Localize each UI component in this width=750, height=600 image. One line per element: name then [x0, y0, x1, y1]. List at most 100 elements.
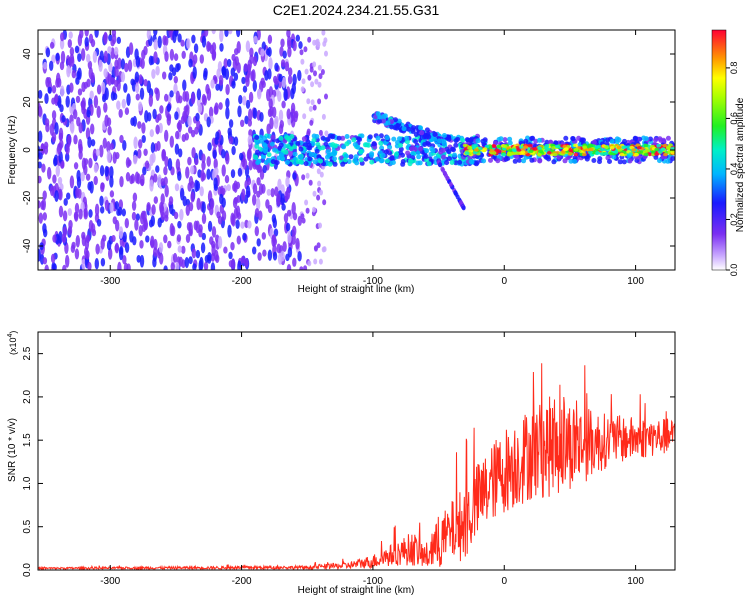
spectrogram-cell — [80, 171, 85, 182]
spectrogram-cell — [252, 80, 257, 92]
spectrogram-cell — [120, 58, 126, 70]
spectrogram-cell — [325, 137, 331, 143]
spectrogram-cell — [417, 146, 423, 152]
spectrogram-cell — [176, 122, 182, 130]
spectrogram-cell — [258, 165, 263, 173]
spectrogram-cell — [153, 39, 158, 51]
spectrogram-cell — [224, 30, 229, 38]
spectrogram-cell — [607, 159, 612, 164]
spectrogram-cell — [253, 154, 259, 160]
x-tick-label: -200 — [232, 276, 252, 287]
spectrogram-cell — [134, 219, 139, 231]
spectrogram-cell — [77, 33, 83, 47]
spectrogram-cell — [106, 141, 111, 153]
spectrogram-cell — [162, 71, 167, 80]
spectrogram-cell — [291, 201, 296, 215]
spectrogram-cell — [291, 82, 296, 95]
spectrogram-cell — [516, 157, 522, 163]
spectrogram-cell — [410, 129, 416, 134]
spectrogram-cell — [88, 219, 94, 232]
spectrogram-cell — [185, 234, 191, 243]
spectrogram-cell — [51, 110, 57, 120]
spectrogram-cell — [605, 137, 610, 143]
spectrogram-cell — [438, 149, 444, 155]
spectrogram-cell — [157, 113, 162, 121]
spectrogram-cell — [156, 140, 161, 152]
spectrogram-cell — [315, 44, 320, 51]
spectrogram-cell — [295, 34, 300, 42]
spectrogram-cell — [252, 55, 258, 67]
spectrogram-cell — [272, 217, 277, 229]
spectrogram-cell — [188, 228, 193, 237]
spectrogram-cell — [201, 93, 207, 105]
spectrogram-cell — [442, 171, 447, 176]
spectrogram-cell — [621, 159, 627, 165]
spectrogram-cell — [68, 219, 73, 230]
spectrogram-cell — [201, 213, 207, 225]
spectrogram-cell — [50, 253, 56, 264]
spectrogram-cell — [272, 106, 277, 118]
spectrogram-cell — [307, 36, 312, 43]
spectrogram-cell — [138, 74, 143, 85]
spectrogram-cell — [47, 86, 52, 94]
spectrogram-cell — [67, 38, 73, 49]
spectrogram-cell — [248, 159, 253, 171]
spectrogram-cell — [452, 152, 457, 158]
spectrogram-cell — [397, 136, 402, 142]
spectrogram-cell — [384, 135, 390, 141]
spectrogram-cell — [42, 190, 47, 200]
spectrogram-cell — [281, 77, 287, 89]
spectrogram-cell — [584, 156, 590, 162]
spectrogram-cell — [78, 208, 83, 220]
spectrogram-cell — [498, 136, 504, 142]
spectrogram-cell — [65, 254, 70, 268]
spectrogram-cell — [460, 137, 466, 143]
spectrogram-cell — [38, 161, 42, 169]
spectrogram-cell — [169, 90, 174, 98]
spectrogram-cell — [123, 83, 128, 93]
spectrogram-cell — [125, 172, 131, 182]
spectrogram-cell — [89, 90, 94, 100]
spectrogram-cell — [285, 253, 290, 262]
spectrogram-cell — [177, 245, 182, 253]
spectrogram-cell — [104, 114, 109, 127]
spectrogram-cell — [201, 172, 206, 181]
spectrogram-cell — [93, 175, 98, 186]
spectrogram-cell — [391, 136, 397, 142]
spectrogram-cell — [573, 143, 578, 148]
spectrogram-cell — [150, 215, 155, 227]
spectrogram-cell — [355, 144, 361, 150]
spectrogram-cell — [228, 251, 233, 260]
spectrogram-cell — [316, 168, 321, 175]
spectrogram-cell — [104, 199, 110, 212]
spectrogram-cell — [286, 263, 292, 270]
spectrogram-cell — [109, 202, 114, 213]
spectrogram-cell — [312, 190, 317, 197]
spectrogram-cell — [272, 251, 278, 261]
spectrogram-cell — [215, 254, 220, 263]
colorbar — [711, 29, 727, 271]
y-tick-label: 2.0 — [22, 390, 33, 404]
spectrogram-cell — [424, 127, 430, 133]
spectrogram-cell — [301, 78, 306, 85]
spectrogram-cell — [579, 137, 585, 143]
spectrogram-cell — [90, 123, 95, 135]
spectrogram-cell — [122, 140, 127, 151]
bottom-plot-frame — [37, 331, 676, 571]
spectrogram-cell — [107, 46, 112, 54]
spectrogram-cell — [245, 185, 251, 198]
spectrogram-cell — [617, 159, 623, 165]
spectrogram-cell — [178, 256, 183, 267]
spectrogram-cell — [301, 174, 306, 181]
spectrogram-cell — [317, 64, 322, 71]
spectrogram-cell — [255, 160, 261, 166]
spectrogram-cell — [248, 108, 253, 122]
spectrogram-cell — [284, 61, 290, 72]
spectrogram-cell — [153, 51, 158, 64]
spectrogram-cell — [280, 250, 285, 262]
spectrogram-cell — [468, 138, 474, 143]
spectrogram-cell — [394, 151, 399, 157]
spectrogram-cell — [521, 158, 527, 164]
spectrogram-cell — [92, 50, 98, 63]
spectrogram-cell — [228, 136, 234, 145]
